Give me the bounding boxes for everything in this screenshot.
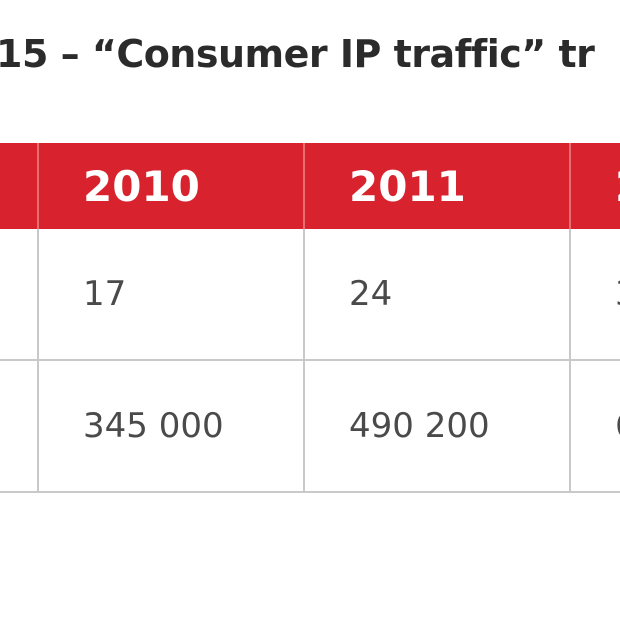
table-row: 345 000 490 200 6: [0, 360, 620, 493]
row-label-cell: [0, 360, 39, 493]
row-label-cell: [0, 229, 39, 361]
table-cell: 24: [304, 229, 571, 361]
table-cell: 3: [570, 229, 620, 361]
traffic-table: 2010 2011 2 17 24 3 345 000 490 200 6: [0, 143, 620, 493]
header-cell-next-year: 2: [570, 143, 620, 229]
table-cell: 6: [570, 360, 620, 493]
header-cell-label: [0, 143, 39, 229]
header-cell-2011: 2011: [304, 143, 571, 229]
header-cell-2010: 2010: [38, 143, 305, 229]
table-caption: 15 – “Consumer IP traffic” tr: [0, 32, 595, 76]
table-cell: 345 000: [38, 360, 305, 493]
table-cell: 490 200: [304, 360, 571, 493]
table-header-row: 2010 2011 2: [0, 143, 620, 229]
table-cell: 17: [38, 229, 305, 361]
table-row: 17 24 3: [0, 229, 620, 361]
